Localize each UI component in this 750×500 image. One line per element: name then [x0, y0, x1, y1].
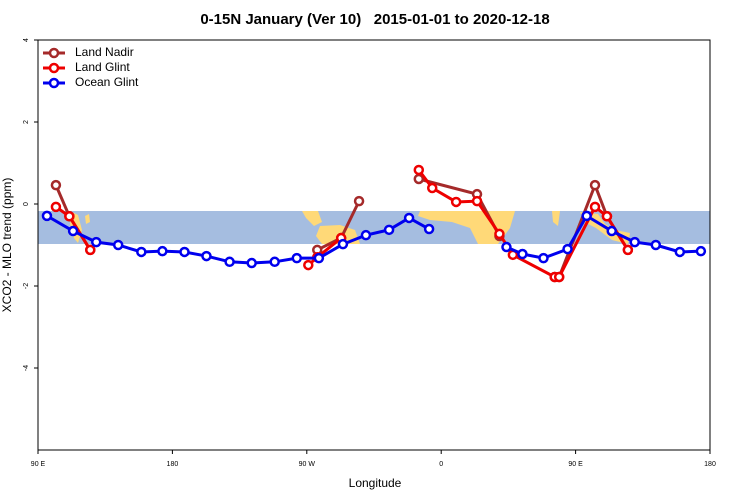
y-axis-label: XCO2 - MLO trend (ppm) [0, 178, 14, 313]
point [64, 211, 75, 222]
legend-marker [48, 77, 60, 89]
point [201, 250, 212, 262]
point [136, 246, 147, 258]
point [90, 236, 102, 248]
point [622, 244, 634, 256]
point [50, 179, 62, 191]
point [606, 225, 617, 237]
chart-title: 0-15N January (Ver 10) 2015-01-01 to 202… [200, 11, 549, 28]
legend-label: Land Nadir [75, 45, 134, 59]
point [501, 241, 512, 253]
point [589, 179, 601, 191]
y-tick-label: 4 [23, 38, 30, 42]
point [41, 210, 53, 222]
x-tick-label: 90 E [568, 461, 583, 468]
point [313, 252, 325, 264]
point [494, 228, 505, 240]
x-axis-label: Longitude [349, 476, 402, 490]
legend-marker [48, 62, 60, 74]
point [246, 257, 257, 269]
legend-marker [48, 47, 60, 59]
point [337, 238, 349, 250]
point [50, 201, 62, 213]
point [269, 256, 280, 268]
point [629, 236, 640, 248]
point [650, 239, 662, 251]
point [423, 223, 435, 235]
point [403, 212, 415, 224]
y-tick-label: -4 [23, 365, 30, 371]
x-tick-label: 180 [704, 461, 716, 468]
x-tick-label: 180 [167, 461, 179, 468]
x-tick-label: 90 W [299, 461, 316, 468]
y-tick-label: -2 [23, 283, 30, 289]
point [353, 195, 365, 207]
point [360, 229, 372, 241]
point [112, 239, 124, 251]
y-tick-label: 2 [23, 120, 30, 124]
point [383, 224, 395, 236]
y-tick-label: 0 [23, 202, 30, 206]
point [67, 225, 79, 237]
point [85, 244, 96, 256]
point [695, 245, 707, 257]
point [562, 243, 573, 255]
point [224, 256, 235, 268]
point [601, 211, 613, 222]
point [413, 164, 425, 176]
x-tick-label: 0 [439, 461, 443, 468]
legend-label: Land Glint [75, 60, 130, 74]
point [553, 271, 565, 283]
point [581, 210, 592, 222]
x-tick-label: 90 E [31, 461, 46, 468]
point [517, 248, 528, 260]
point [303, 259, 314, 271]
point [589, 201, 601, 213]
plot-frame [37, 39, 711, 451]
point [426, 182, 438, 194]
point [291, 252, 303, 264]
legend-label: Ocean Glint [75, 75, 139, 89]
point [471, 195, 483, 207]
point [450, 196, 462, 208]
point [157, 245, 168, 257]
point [538, 252, 549, 264]
point [179, 246, 190, 258]
point [674, 246, 686, 258]
